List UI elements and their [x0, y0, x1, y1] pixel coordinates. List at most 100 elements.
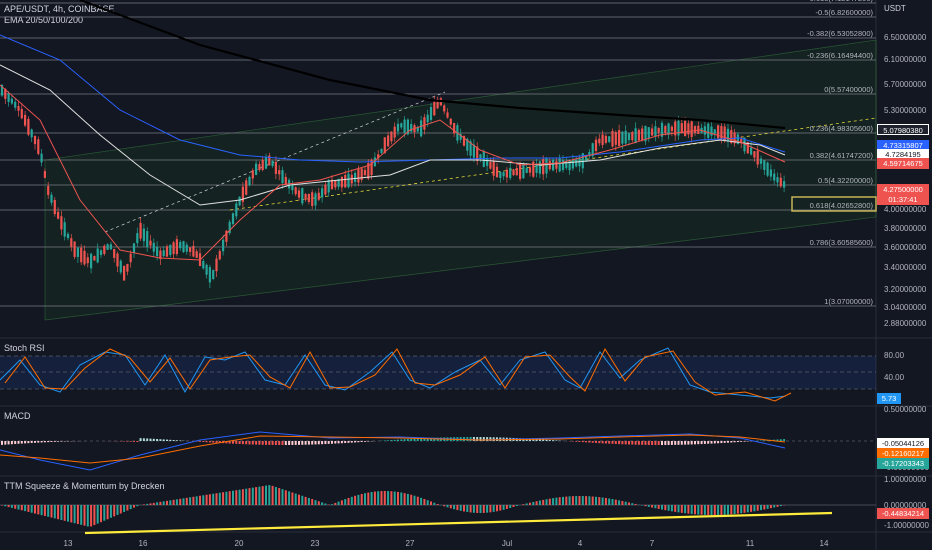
macd-bar	[588, 441, 590, 443]
ttm-bar	[400, 492, 402, 505]
candle-body	[60, 216, 62, 229]
candle-body	[773, 174, 775, 181]
candle-body	[509, 168, 511, 178]
candle-body	[34, 136, 36, 144]
fib-label: 0(5.57400000)	[824, 85, 873, 94]
ttm-bar	[734, 505, 736, 514]
ttm-bar	[588, 496, 590, 505]
ttm-bar	[34, 505, 36, 514]
ttm-bar	[252, 488, 254, 505]
ttm-bar	[516, 505, 518, 506]
candle-body	[552, 160, 554, 171]
macd-bar	[400, 439, 402, 441]
ttm-bar	[671, 505, 673, 511]
candle-body	[179, 242, 181, 248]
ttm-bar	[183, 498, 185, 505]
ttm-bar	[11, 505, 13, 508]
ttm-bar	[18, 505, 20, 510]
ttm-bar	[166, 501, 168, 505]
ttm-bar	[298, 495, 300, 505]
ttm-bar	[740, 505, 742, 513]
time-axis-label: 16	[139, 539, 148, 548]
ttm-bar	[107, 505, 109, 519]
macd-bar	[618, 441, 620, 444]
ttm-bar	[450, 505, 452, 508]
candle-body	[555, 161, 557, 169]
ttm-bar	[509, 505, 511, 508]
ttm-bar	[397, 492, 399, 505]
ttm-bar	[21, 505, 23, 510]
macd-bar	[57, 441, 59, 442]
candle-body	[506, 170, 508, 178]
candle-body	[126, 264, 128, 272]
indicator-axis-label: 0.50000000	[884, 405, 927, 414]
macd-bar	[321, 441, 323, 444]
candle-body	[641, 129, 643, 141]
ttm-bar	[456, 505, 458, 510]
candle-body	[64, 222, 66, 236]
candle-body	[149, 241, 151, 246]
ttm-bar	[275, 487, 277, 505]
candle-body	[446, 112, 448, 117]
macd-bar	[486, 437, 488, 441]
candle-body	[691, 121, 693, 137]
ttm-bar	[443, 505, 445, 506]
ttm-bar	[780, 505, 782, 506]
ttm-bar	[176, 499, 178, 505]
candle-body	[321, 188, 323, 197]
ttm-bar	[212, 494, 214, 505]
ttm-bar	[295, 494, 297, 505]
ttm-bar	[496, 505, 498, 511]
macd-bar	[361, 441, 363, 442]
time-axis-label: 23	[311, 539, 320, 548]
macd-bar	[671, 441, 673, 445]
macd-bar	[249, 441, 251, 444]
macd-bar	[324, 441, 326, 444]
macd-bar	[54, 441, 56, 442]
ttm-bar	[367, 493, 369, 505]
macd-bar	[235, 441, 237, 444]
ttm-bar	[542, 500, 544, 505]
candle-body	[710, 127, 712, 136]
ttm-bar	[744, 505, 746, 513]
ttm-bar	[757, 505, 759, 511]
price-channel	[45, 40, 876, 320]
ttm-bar	[694, 505, 696, 514]
ttm-bar	[265, 486, 267, 505]
macd-bar	[268, 441, 270, 445]
candle-body	[631, 132, 633, 140]
macd-bar	[173, 440, 175, 441]
macd-bar	[489, 437, 491, 441]
candle-body	[479, 154, 481, 158]
ttm-bar	[100, 505, 102, 522]
candle-body	[113, 249, 115, 258]
ttm-bar	[14, 505, 16, 509]
ttm-bar	[351, 497, 353, 505]
candle-body	[364, 170, 366, 175]
candle-body	[625, 131, 627, 144]
candle-body	[753, 151, 755, 157]
ttm-bar	[196, 496, 198, 505]
macd-bar	[156, 439, 158, 441]
candle-body	[671, 127, 673, 131]
fib-label: -0.382(6.53052800)	[807, 29, 873, 38]
ttm-bar	[513, 505, 515, 507]
macd-bar	[592, 441, 594, 443]
ttm-bar	[628, 502, 630, 505]
candle-body	[707, 124, 709, 138]
candle-body	[24, 115, 26, 126]
ttm-bar	[136, 505, 138, 506]
ttm-bar	[565, 497, 567, 505]
candle-body	[133, 243, 135, 252]
ttm-bar	[529, 503, 531, 505]
ttm-bar	[427, 500, 429, 505]
macd-bar	[176, 440, 178, 441]
ttm-bar	[245, 489, 247, 505]
macd-bar	[242, 441, 244, 444]
ttm-bar	[272, 486, 274, 505]
ttm-bar	[311, 499, 313, 505]
ttm-bar	[651, 505, 653, 508]
candle-body	[763, 160, 765, 170]
ttm-bar	[777, 505, 779, 507]
